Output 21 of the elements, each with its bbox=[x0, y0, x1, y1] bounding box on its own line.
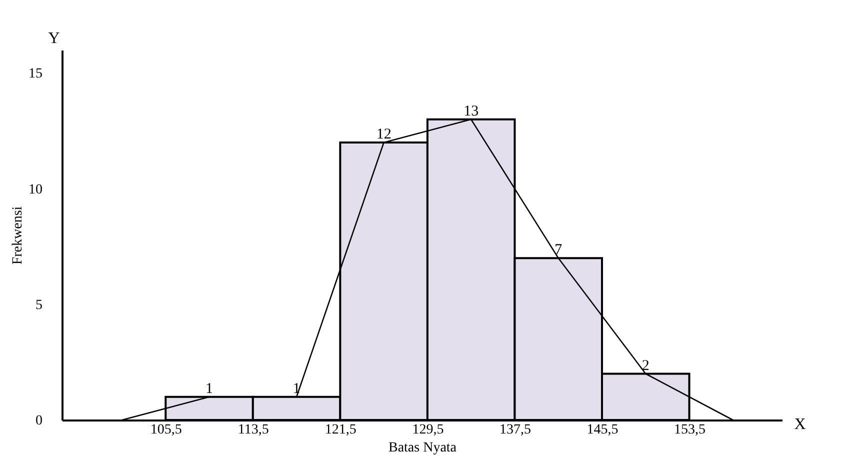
x-tick-label: 137,5 bbox=[499, 422, 531, 438]
text: X bbox=[794, 416, 806, 433]
data-label: 2 bbox=[642, 358, 650, 374]
y-tick-label: 5 bbox=[36, 298, 42, 313]
x-tick-label: 129,5 bbox=[412, 422, 444, 438]
data-label: 13 bbox=[464, 103, 479, 120]
y-tick-label: 0 bbox=[36, 414, 42, 428]
y-tick-label: 10 bbox=[28, 182, 42, 198]
data-label: 1 bbox=[206, 380, 214, 397]
data-label: 12 bbox=[376, 126, 392, 142]
x-tick-label: 113,5 bbox=[238, 422, 269, 438]
x-tick-label: 153,5 bbox=[674, 422, 706, 438]
data-label: 1 bbox=[292, 380, 300, 397]
y-tick-label: 15 bbox=[28, 66, 42, 82]
x-tick-label: 145,5 bbox=[586, 422, 618, 438]
x-tick-label: 105,5 bbox=[150, 422, 182, 438]
x-tick-label: 121,5 bbox=[324, 422, 356, 438]
data-label: 7 bbox=[554, 242, 563, 258]
y-axis-title: Frekwensi bbox=[10, 206, 26, 265]
x-axis-title: Batas Nyata bbox=[388, 440, 458, 456]
text: Y bbox=[48, 30, 60, 47]
